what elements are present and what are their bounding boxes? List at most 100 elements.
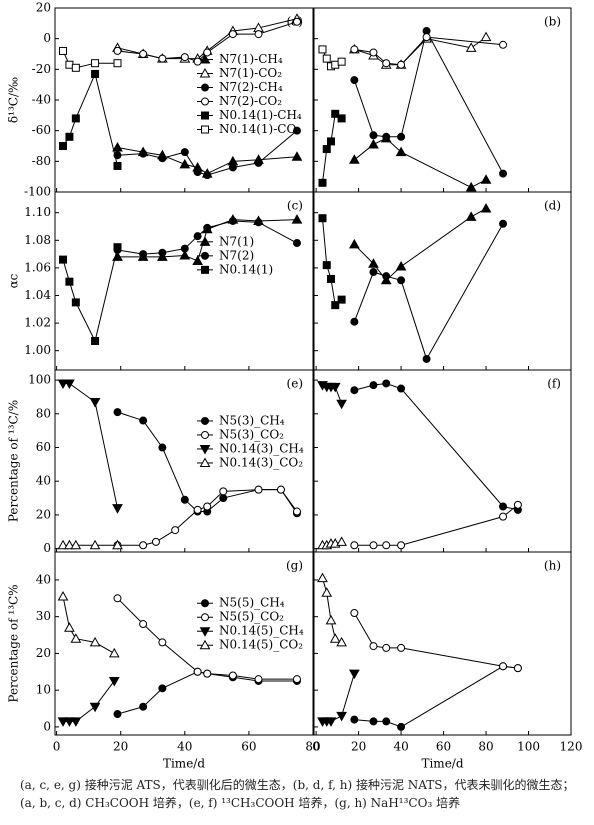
point bbox=[112, 539, 123, 550]
point bbox=[326, 137, 335, 146]
point bbox=[368, 258, 379, 268]
point bbox=[180, 53, 189, 62]
legend-label: N7(1)-CH₄ bbox=[219, 52, 283, 66]
point bbox=[349, 669, 360, 680]
legend-marker bbox=[201, 97, 209, 106]
series-line bbox=[354, 382, 519, 511]
legend-marker bbox=[199, 444, 211, 455]
legend-marker bbox=[199, 68, 211, 78]
point bbox=[89, 702, 101, 713]
point bbox=[326, 274, 335, 283]
point bbox=[228, 30, 237, 39]
point bbox=[480, 31, 492, 42]
x-tick-label: 40 bbox=[393, 740, 408, 754]
point bbox=[71, 63, 80, 72]
point bbox=[203, 171, 212, 180]
series-line bbox=[117, 597, 297, 680]
legend-label: N0.14(5)_CH₄ bbox=[219, 624, 304, 638]
x-tick-label: 20 bbox=[351, 740, 366, 754]
point bbox=[369, 381, 378, 390]
caption: (a, c, e, g) 接种污泥 ATS，代表驯化后的微生态，(b, d, f… bbox=[20, 778, 575, 810]
point bbox=[322, 54, 331, 63]
point bbox=[337, 295, 346, 304]
y-tick-label: 30 bbox=[36, 609, 51, 623]
point bbox=[291, 214, 303, 224]
point bbox=[158, 638, 167, 647]
point bbox=[57, 539, 69, 550]
point bbox=[382, 541, 391, 550]
x-tick-label: 0 bbox=[312, 740, 320, 754]
point bbox=[89, 539, 101, 550]
point bbox=[91, 337, 100, 346]
legend-marker bbox=[199, 457, 211, 467]
point bbox=[329, 382, 341, 393]
point bbox=[180, 148, 189, 157]
x-tick-label: 60 bbox=[241, 740, 256, 754]
point bbox=[70, 539, 82, 550]
point bbox=[395, 146, 407, 157]
point bbox=[336, 536, 347, 546]
point bbox=[397, 132, 406, 141]
point bbox=[350, 76, 359, 85]
point bbox=[337, 57, 346, 66]
point bbox=[292, 17, 301, 26]
point bbox=[322, 145, 331, 154]
point bbox=[59, 46, 68, 55]
y-axis-label: Percentage of ¹³C% bbox=[7, 584, 21, 702]
point bbox=[91, 69, 100, 78]
series-line bbox=[353, 612, 518, 669]
point bbox=[89, 398, 101, 408]
point bbox=[171, 526, 180, 535]
point bbox=[113, 46, 122, 55]
point bbox=[203, 223, 212, 232]
y-tick-label: 0 bbox=[43, 541, 51, 555]
x-axis-label: Time/d bbox=[421, 757, 463, 771]
y-tick-label: -20 bbox=[32, 62, 51, 76]
y-tick-label: -80 bbox=[32, 154, 51, 168]
point bbox=[139, 149, 148, 158]
point bbox=[108, 676, 120, 687]
point bbox=[57, 717, 69, 727]
point bbox=[193, 57, 202, 66]
point bbox=[65, 132, 74, 141]
series-line bbox=[353, 29, 504, 174]
point bbox=[369, 717, 378, 726]
point bbox=[64, 717, 75, 727]
series-line bbox=[354, 665, 518, 728]
point bbox=[369, 642, 378, 651]
point bbox=[71, 114, 80, 123]
panel-label: (g) bbox=[286, 559, 303, 573]
point bbox=[291, 151, 303, 161]
y-tick-label: 80 bbox=[36, 406, 51, 420]
point bbox=[499, 219, 508, 228]
point bbox=[57, 379, 69, 390]
point bbox=[292, 126, 301, 135]
legend-marker bbox=[199, 627, 211, 637]
legend-label: N0.14(5)_CO₂ bbox=[219, 638, 303, 652]
point bbox=[193, 667, 202, 676]
point bbox=[369, 131, 378, 140]
point bbox=[203, 502, 212, 511]
point bbox=[158, 684, 167, 693]
point bbox=[180, 495, 189, 504]
point bbox=[113, 594, 122, 603]
point bbox=[113, 59, 122, 68]
point bbox=[64, 622, 75, 632]
point bbox=[349, 238, 360, 249]
plot-frame bbox=[313, 369, 572, 553]
point bbox=[349, 154, 360, 164]
series-line bbox=[353, 208, 487, 282]
legend-marker bbox=[201, 83, 209, 92]
point bbox=[139, 250, 148, 259]
legend-label: N7(2)-CO₂ bbox=[219, 94, 282, 108]
x-tick-label: 40 bbox=[177, 740, 192, 754]
point bbox=[513, 664, 522, 673]
x-tick-label: 80 bbox=[478, 740, 493, 754]
plot-frame bbox=[313, 7, 572, 193]
point bbox=[397, 384, 406, 393]
y-tick-label: -40 bbox=[32, 93, 51, 107]
point bbox=[228, 671, 237, 680]
point bbox=[369, 48, 378, 57]
legend-marker bbox=[201, 125, 209, 134]
point bbox=[336, 399, 347, 410]
